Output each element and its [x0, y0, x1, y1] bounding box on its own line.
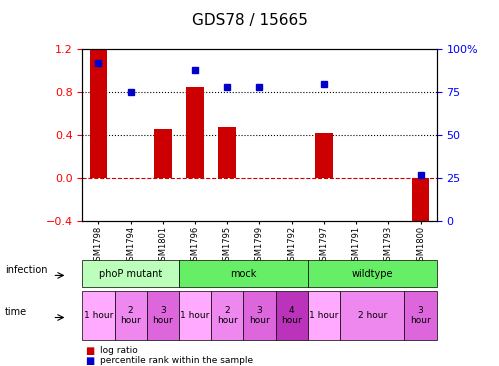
Text: 2
hour: 2 hour: [217, 306, 238, 325]
Text: percentile rank within the sample: percentile rank within the sample: [100, 356, 253, 365]
Bar: [315, 133, 333, 179]
Text: infection: infection: [5, 265, 47, 275]
Text: 4
hour: 4 hour: [281, 306, 302, 325]
Bar: [219, 127, 236, 179]
Text: phoP mutant: phoP mutant: [99, 269, 162, 279]
Text: ■: ■: [85, 346, 94, 356]
Text: 1 hour: 1 hour: [180, 311, 210, 320]
Bar: [412, 179, 429, 227]
Bar: [186, 87, 204, 179]
Text: 1 hour: 1 hour: [84, 311, 113, 320]
Bar: [90, 49, 107, 179]
Text: mock: mock: [230, 269, 256, 279]
Text: 2
hour: 2 hour: [120, 306, 141, 325]
Text: wildtype: wildtype: [351, 269, 393, 279]
Text: 3
hour: 3 hour: [153, 306, 173, 325]
Bar: [154, 129, 172, 179]
Text: time: time: [5, 307, 27, 317]
Text: ■: ■: [85, 355, 94, 366]
Text: GDS78 / 15665: GDS78 / 15665: [192, 13, 307, 27]
Text: 2 hour: 2 hour: [358, 311, 387, 320]
Text: log ratio: log ratio: [100, 346, 138, 355]
Text: 3
hour: 3 hour: [410, 306, 431, 325]
Text: 3
hour: 3 hour: [249, 306, 270, 325]
Text: 1 hour: 1 hour: [309, 311, 339, 320]
